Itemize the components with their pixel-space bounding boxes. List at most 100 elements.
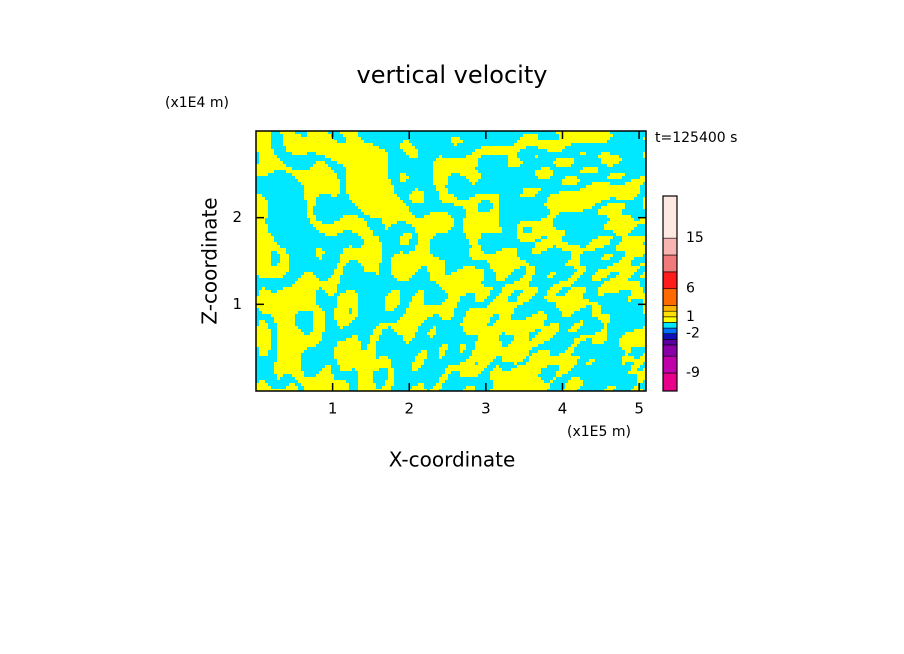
contour-cell — [412, 176, 415, 179]
contour-cell — [541, 203, 544, 206]
contour-cell — [640, 239, 643, 242]
contour-cell — [370, 170, 373, 173]
contour-cell — [391, 215, 394, 218]
contour-cell — [595, 203, 598, 206]
contour-cell — [307, 137, 310, 140]
contour-cell — [568, 170, 571, 173]
contour-cell — [601, 137, 604, 140]
contour-cell — [334, 161, 337, 164]
contour-cell — [496, 218, 499, 221]
contour-cell — [442, 146, 445, 149]
contour-cell — [601, 188, 604, 191]
contour-cell — [304, 146, 307, 149]
contour-cell — [535, 239, 538, 242]
contour-cell — [268, 245, 271, 248]
contour-cell — [343, 143, 346, 146]
contour-cell — [316, 134, 319, 137]
contour-cell — [640, 179, 643, 182]
contour-cell — [520, 242, 523, 245]
contour-cell — [376, 182, 379, 185]
contour-cell — [478, 236, 481, 239]
contour-cell — [358, 146, 361, 149]
contour-cell — [574, 176, 577, 179]
contour-cell — [268, 233, 271, 236]
contour-cell — [367, 206, 370, 209]
contour-cell — [631, 134, 634, 137]
contour-cell — [508, 131, 511, 134]
contour-cell — [271, 200, 274, 203]
contour-cell — [589, 179, 592, 182]
contour-cell — [517, 182, 520, 185]
contour-cell — [274, 224, 277, 227]
contour-cell — [634, 182, 637, 185]
contour-cell — [622, 143, 625, 146]
contour-cell — [445, 212, 448, 215]
contour-cell — [607, 170, 610, 173]
contour-cell — [499, 140, 502, 143]
contour-cell — [499, 236, 502, 239]
contour-cell — [568, 167, 571, 170]
contour-cell — [595, 236, 598, 239]
contour-cell — [586, 188, 589, 191]
contour-cell — [580, 131, 583, 134]
contour-cell — [505, 206, 508, 209]
contour-cell — [403, 236, 406, 239]
contour-cell — [463, 242, 466, 245]
contour-cell — [262, 185, 265, 188]
contour-cell — [256, 137, 259, 140]
contour-cell — [478, 140, 481, 143]
contour-cell — [331, 170, 334, 173]
contour-cell — [604, 203, 607, 206]
contour-cell — [280, 179, 283, 182]
contour-cell — [610, 194, 613, 197]
contour-cell — [526, 149, 529, 152]
contour-cell — [589, 209, 592, 212]
contour-cell — [625, 185, 628, 188]
contour-cell — [424, 158, 427, 161]
contour-cell — [301, 182, 304, 185]
contour-cell — [511, 191, 514, 194]
contour-cell — [295, 158, 298, 161]
contour-cell — [412, 143, 415, 146]
contour-cell — [481, 146, 484, 149]
contour-cell — [517, 167, 520, 170]
contour-cell — [421, 164, 424, 167]
contour-cell — [499, 206, 502, 209]
contour-cell — [286, 209, 289, 212]
contour-cell — [457, 203, 460, 206]
contour-cell — [481, 209, 484, 212]
contour-cell — [511, 218, 514, 221]
contour-cell — [613, 215, 616, 218]
contour-cell — [517, 227, 520, 230]
contour-cell — [268, 197, 271, 200]
contour-cell — [493, 209, 496, 212]
contour-cell — [352, 233, 355, 236]
contour-cell — [385, 176, 388, 179]
contour-cell — [262, 143, 265, 146]
contour-cell — [463, 155, 466, 158]
contour-cell — [280, 146, 283, 149]
contour-cell — [376, 170, 379, 173]
contour-cell — [574, 194, 577, 197]
contour-cell — [568, 224, 571, 227]
contour-cell — [520, 167, 523, 170]
contour-cell — [550, 137, 553, 140]
contour-cell — [400, 194, 403, 197]
contour-cell — [286, 155, 289, 158]
contour-cell — [574, 239, 577, 242]
contour-cell — [547, 233, 550, 236]
contour-cell — [310, 161, 313, 164]
contour-cell — [286, 221, 289, 224]
contour-cell — [625, 167, 628, 170]
contour-cell — [568, 227, 571, 230]
contour-cell — [520, 155, 523, 158]
contour-cell — [433, 239, 436, 242]
contour-cell — [478, 191, 481, 194]
contour-cell — [550, 140, 553, 143]
contour-cell — [616, 170, 619, 173]
contour-cell — [463, 194, 466, 197]
contour-cell — [307, 152, 310, 155]
contour-cell — [622, 203, 625, 206]
contour-cell — [298, 143, 301, 146]
contour-cell — [535, 215, 538, 218]
